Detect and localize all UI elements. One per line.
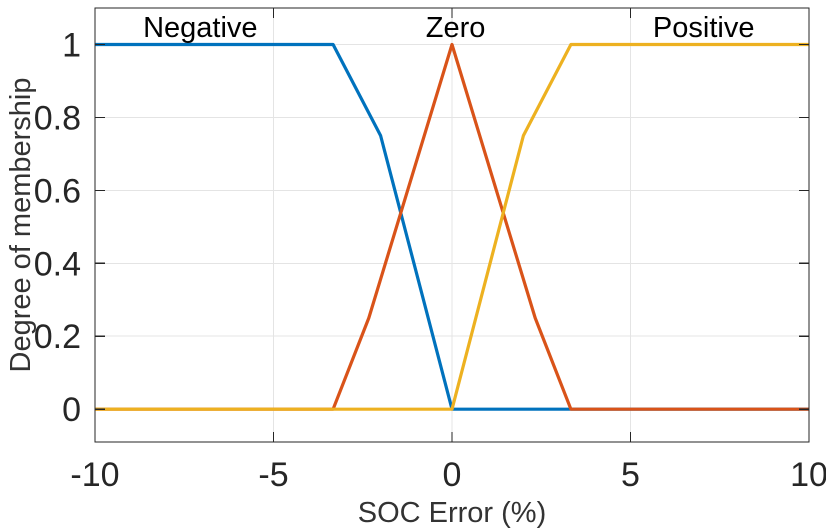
y-tick-label: 0.8	[34, 99, 81, 137]
mf-label-zero: Zero	[426, 12, 486, 44]
y-tick-label: 0.2	[34, 318, 81, 356]
y-tick-label: 0.6	[34, 172, 81, 210]
x-tick-label: 5	[621, 456, 640, 494]
y-axis-label: Degree of membership	[5, 78, 37, 373]
y-tick-label: 0	[62, 391, 81, 429]
mf-label-negative: Negative	[143, 12, 257, 44]
x-axis-label: SOC Error (%)	[358, 497, 547, 529]
x-tick-label: 10	[790, 456, 826, 494]
x-tick-label: 0	[443, 456, 462, 494]
x-tick-label: -5	[258, 456, 288, 494]
series-positive-line	[95, 42, 809, 411]
x-tick-label: -10	[70, 456, 119, 494]
mf-label-positive: Positive	[653, 12, 755, 44]
y-tick-label: 1	[62, 26, 81, 64]
y-tick-label: 0.4	[34, 245, 81, 283]
